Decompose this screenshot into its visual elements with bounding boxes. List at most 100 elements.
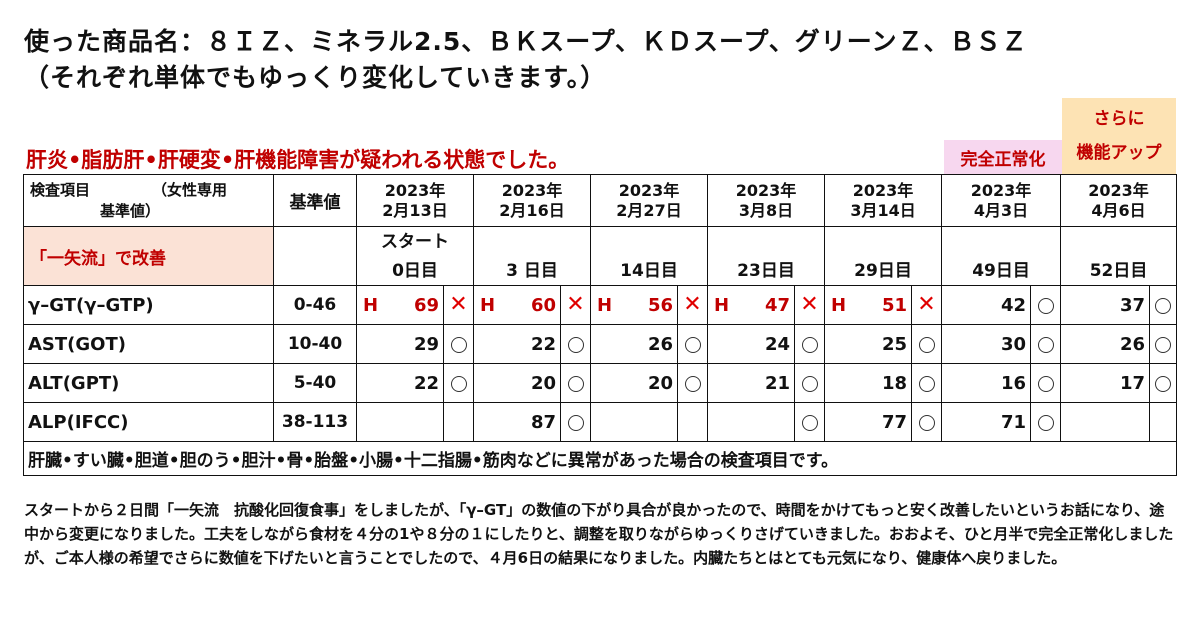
value-cell <box>590 402 678 442</box>
test-name: ALP(IFCC) <box>23 402 274 442</box>
date-year: 2023年 <box>735 180 797 200</box>
circle-icon <box>450 376 467 392</box>
test-value: 56 <box>647 294 673 316</box>
test-value: 77 <box>881 411 908 433</box>
value-cell: 22 <box>356 363 444 403</box>
test-value: 16 <box>1000 372 1027 394</box>
test-value: 42 <box>1000 294 1027 316</box>
function-up-line1: さらに <box>1093 109 1145 129</box>
test-value: 21 <box>764 372 790 394</box>
date-day: 2月16日 <box>499 200 565 220</box>
date-day: 3月8日 <box>738 200 794 220</box>
date-day: 4月6日 <box>1091 200 1146 220</box>
test-value: 20 <box>647 372 673 394</box>
table-row: ALP(IFCC) 38-113 87 77 71 <box>23 402 1178 442</box>
header-female-label: （女性専用 <box>152 180 228 199</box>
test-value: 26 <box>647 333 673 355</box>
circle-icon <box>1037 415 1054 431</box>
value-cell <box>707 402 795 442</box>
cross-icon: ✕ <box>917 292 936 317</box>
high-flag: H <box>363 294 379 316</box>
normal-mark <box>911 363 943 403</box>
test-value: 26 <box>1119 333 1146 355</box>
header-ref-label: 基準値 <box>273 174 357 227</box>
normal-mark <box>1030 402 1062 442</box>
warning-text: 肝炎•脂肪肝•肝硬変•肝機能障害が疑われる状態でした。 <box>26 148 570 172</box>
circle-icon <box>1155 376 1172 392</box>
value-cell: 20 <box>590 363 678 403</box>
table-row: γ–GT(γ–GTP) 0-46 H 69 ✕ H 60 ✕ H 56 ✕ H 47 ✕ H 51 ✕ 42 37 <box>23 285 1178 325</box>
test-value: 47 <box>764 294 790 316</box>
value-cell: 77 <box>824 402 912 442</box>
circle-icon <box>567 337 584 353</box>
function-up-badge: さらに 機能アップ <box>1062 98 1176 174</box>
day-count: 29日目 <box>854 261 912 281</box>
abnormal-mark: ✕ <box>443 285 474 325</box>
header-basis-label: 基準値） <box>100 201 161 220</box>
normalized-badge: 完全正常化 <box>944 140 1062 174</box>
day-count: 0日目 <box>392 261 438 281</box>
high-flag: H <box>597 294 613 316</box>
empty-mark <box>1149 402 1178 442</box>
cross-icon: ✕ <box>566 292 585 317</box>
value-cell: 26 <box>1060 324 1150 364</box>
value-cell <box>356 402 444 442</box>
high-flag: H <box>831 294 847 316</box>
high-flag: H <box>714 294 730 316</box>
start-label: スタート <box>381 232 449 252</box>
date-header-6: 2023年 4月6日 <box>1060 174 1178 227</box>
circle-icon <box>918 376 935 392</box>
function-up-line2: 機能アップ <box>1076 143 1162 163</box>
test-value: 29 <box>413 333 439 355</box>
value-cell: 18 <box>824 363 912 403</box>
normal-mark <box>443 324 474 364</box>
day-count: 52日目 <box>1089 261 1148 281</box>
circle-icon <box>918 337 935 353</box>
circle-icon <box>1155 337 1172 353</box>
circle-icon <box>684 376 701 392</box>
test-value: 17 <box>1119 372 1146 394</box>
normal-mark <box>677 324 708 364</box>
value-cell: 24 <box>707 324 795 364</box>
date-year: 2023年 <box>501 180 563 200</box>
value-cell: 26 <box>590 324 678 364</box>
circle-icon <box>567 376 584 392</box>
value-cell: 21 <box>707 363 795 403</box>
circle-icon <box>801 376 818 392</box>
circle-icon <box>801 415 818 431</box>
cross-icon: ✕ <box>800 292 819 317</box>
normal-mark <box>911 324 943 364</box>
normal-mark <box>443 363 474 403</box>
value-cell: 20 <box>473 363 561 403</box>
value-cell: 17 <box>1060 363 1150 403</box>
normal-mark <box>1149 324 1178 364</box>
date-header-3: 2023年 3月8日 <box>706 174 826 227</box>
empty-mark <box>443 402 474 442</box>
test-name: AST(GOT) <box>23 324 274 364</box>
high-flag: H <box>480 294 496 316</box>
test-value: 25 <box>881 333 908 355</box>
date-year: 2023年 <box>384 180 446 200</box>
test-value: 24 <box>764 333 790 355</box>
normal-mark <box>1030 324 1062 364</box>
circle-icon <box>918 415 935 431</box>
abnormal-mark: ✕ <box>560 285 591 325</box>
value-cell: 22 <box>473 324 561 364</box>
value-cell: H 51 <box>824 285 912 325</box>
elapsed-day-1: 3 日目 <box>473 226 591 286</box>
circle-icon <box>1037 376 1054 392</box>
normal-mark <box>793 402 826 442</box>
test-value: 69 <box>413 294 439 316</box>
normal-mark <box>560 402 591 442</box>
test-value: 51 <box>881 294 908 316</box>
header-item-label: 検査項目 <box>30 180 91 199</box>
value-cell: 29 <box>356 324 444 364</box>
date-day: 4月3日 <box>973 200 1029 220</box>
abnormal-mark: ✕ <box>911 285 943 325</box>
normal-mark <box>793 324 826 364</box>
reference-range: 5-40 <box>273 363 357 403</box>
normal-mark <box>1149 285 1178 325</box>
value-cell: 87 <box>473 402 561 442</box>
reference-range: 0-46 <box>273 285 357 325</box>
day-count: 49日目 <box>972 261 1030 281</box>
